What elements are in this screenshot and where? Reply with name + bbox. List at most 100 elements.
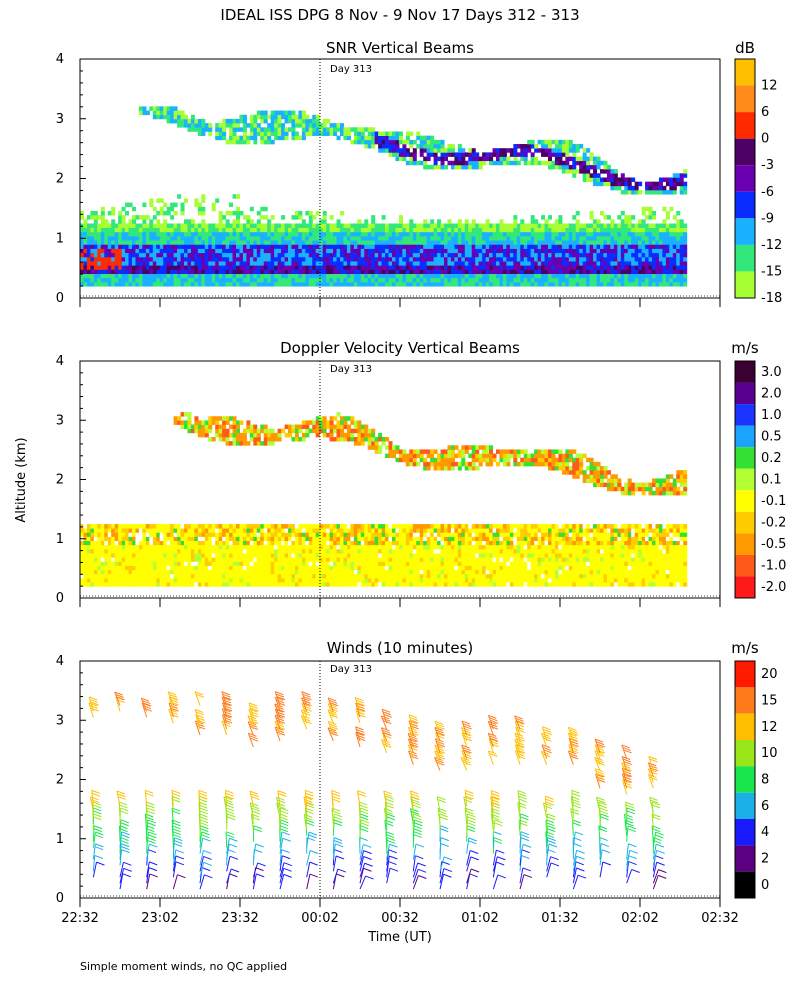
doppler-cell	[249, 432, 254, 438]
snr-cell	[683, 190, 688, 195]
snr-cell	[170, 240, 175, 245]
snr-cell	[246, 227, 251, 233]
snr-cell	[204, 261, 209, 266]
snr-cell	[232, 282, 237, 287]
snr-cell	[527, 261, 532, 266]
snr-cell	[222, 135, 227, 141]
snr-cell	[624, 223, 629, 228]
doppler-cell	[225, 578, 230, 583]
snr-cell	[152, 265, 157, 270]
snr-cell	[142, 240, 147, 245]
doppler-cell	[114, 536, 119, 542]
doppler-cell	[132, 553, 136, 558]
snr-cell	[544, 240, 549, 245]
snr-cell	[93, 277, 98, 283]
snr-cell	[530, 144, 535, 149]
snr-cell	[378, 277, 383, 283]
snr-cell	[322, 215, 327, 220]
snr-cell	[676, 223, 681, 228]
snr-cell	[482, 261, 487, 266]
snr-cell	[502, 273, 507, 279]
snr-cell	[378, 248, 383, 254]
snr-cell	[260, 131, 265, 136]
snr-cell	[645, 206, 650, 212]
snr-cell	[322, 210, 327, 216]
snr-cell	[516, 244, 521, 249]
snr-cell	[638, 236, 643, 241]
doppler-cell	[267, 432, 272, 438]
snr-cell	[222, 252, 227, 258]
doppler-cell	[246, 578, 251, 583]
snr-cell	[388, 261, 393, 266]
doppler-cell	[333, 557, 338, 562]
snr-cell	[606, 236, 611, 241]
snr-cell	[610, 244, 615, 249]
snr-cell	[277, 223, 282, 228]
snr-cell	[340, 123, 344, 128]
doppler-cell	[80, 544, 84, 550]
snr-cell	[662, 273, 667, 279]
snr-cell	[478, 282, 483, 287]
snr-cell	[149, 273, 154, 279]
doppler-cell	[132, 544, 136, 550]
snr-cell	[173, 256, 178, 262]
snr-cell	[232, 231, 237, 237]
snr-cell	[586, 273, 591, 279]
doppler-cell	[118, 569, 123, 575]
snr-cell	[534, 236, 539, 241]
doppler-cell	[305, 528, 310, 533]
snr-cell	[620, 177, 625, 182]
snr-cell	[426, 156, 431, 162]
snr-cell	[281, 265, 286, 270]
doppler-cell	[222, 428, 227, 434]
snr-cell	[229, 282, 234, 287]
snr-cell	[326, 240, 331, 245]
snr-cell	[156, 114, 161, 120]
snr-cell	[516, 144, 521, 149]
doppler-cell	[305, 561, 310, 566]
snr-cell	[509, 265, 514, 270]
snr-cell	[312, 261, 317, 266]
snr-cell	[305, 244, 310, 249]
snr-cell	[326, 252, 331, 258]
snr-cell	[388, 248, 393, 254]
snr-cell	[242, 215, 247, 220]
doppler-cell	[326, 420, 331, 425]
snr-cell	[353, 227, 358, 233]
snr-cell	[541, 240, 546, 245]
doppler-cell	[222, 424, 227, 430]
snr-cell	[315, 123, 320, 128]
doppler-cell	[294, 532, 299, 537]
snr-cell	[298, 135, 303, 141]
snr-cell	[170, 110, 175, 116]
snr-cell	[679, 181, 684, 187]
doppler-cell	[132, 578, 136, 583]
snr-cell	[159, 240, 164, 245]
doppler-cell	[353, 578, 358, 583]
snr-cell	[187, 273, 192, 279]
snr-cell	[641, 273, 646, 279]
snr-cell	[464, 152, 469, 157]
doppler-cell	[322, 424, 327, 430]
snr-cell	[527, 256, 532, 262]
snr-cell	[658, 227, 663, 233]
snr-cell	[388, 256, 393, 262]
snr-cell	[523, 265, 528, 270]
snr-cell	[385, 231, 390, 237]
doppler-cell	[340, 573, 344, 579]
snr-cell	[211, 236, 216, 241]
snr-cell	[412, 252, 417, 258]
snr-cell	[496, 244, 500, 249]
snr-cell	[215, 252, 220, 258]
snr-cell	[475, 256, 480, 262]
snr-cell	[298, 114, 303, 120]
doppler-cell	[177, 573, 182, 579]
snr-cell	[374, 223, 379, 228]
snr-cell	[672, 265, 677, 270]
snr-cell	[613, 248, 618, 254]
snr-cell	[485, 269, 490, 275]
snr-cell	[322, 123, 327, 128]
snr-cell	[385, 144, 390, 149]
snr-cell	[641, 223, 646, 228]
doppler-cell	[97, 544, 102, 550]
